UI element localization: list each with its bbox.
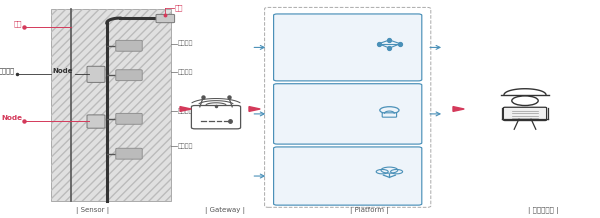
Text: Secure
identity: Secure identity bbox=[284, 91, 314, 112]
FancyBboxPatch shape bbox=[116, 148, 142, 159]
Text: Connect: Connect bbox=[376, 69, 403, 74]
FancyBboxPatch shape bbox=[116, 113, 142, 124]
Text: | Gateway |: | Gateway | bbox=[205, 207, 245, 214]
Text: 하부센서: 하부센서 bbox=[178, 144, 194, 149]
Text: | Platform |: | Platform | bbox=[350, 207, 388, 214]
FancyBboxPatch shape bbox=[274, 147, 422, 205]
FancyBboxPatch shape bbox=[274, 84, 422, 144]
FancyBboxPatch shape bbox=[116, 70, 142, 81]
Text: 외부센서: 외부센서 bbox=[178, 41, 194, 46]
Text: 센서: 센서 bbox=[175, 5, 183, 11]
Text: Node: Node bbox=[1, 115, 22, 121]
Text: Provision: Provision bbox=[375, 132, 404, 137]
FancyBboxPatch shape bbox=[503, 107, 547, 121]
Polygon shape bbox=[249, 107, 260, 111]
Text: 중부센서: 중부센서 bbox=[178, 108, 194, 114]
Text: Device
management: Device management bbox=[284, 154, 335, 175]
FancyBboxPatch shape bbox=[87, 115, 105, 128]
Text: 콘크리트: 콘크리트 bbox=[0, 67, 15, 74]
FancyBboxPatch shape bbox=[156, 14, 175, 23]
Text: 상부센서: 상부센서 bbox=[178, 70, 194, 75]
FancyBboxPatch shape bbox=[116, 40, 142, 51]
FancyBboxPatch shape bbox=[274, 14, 422, 81]
Text: Device
connectivity: Device connectivity bbox=[284, 21, 331, 42]
Text: 철근: 철근 bbox=[14, 20, 22, 27]
Polygon shape bbox=[504, 89, 546, 95]
Text: Node: Node bbox=[53, 68, 73, 74]
FancyBboxPatch shape bbox=[191, 106, 241, 129]
Polygon shape bbox=[180, 107, 191, 111]
Text: | 현장담당자 |: | 현장담당자 | bbox=[528, 207, 558, 214]
Circle shape bbox=[512, 96, 538, 106]
FancyBboxPatch shape bbox=[382, 113, 397, 117]
Text: Update: Update bbox=[378, 193, 401, 198]
Text: | Sensor |: | Sensor | bbox=[76, 207, 110, 214]
FancyBboxPatch shape bbox=[87, 66, 105, 82]
FancyBboxPatch shape bbox=[51, 9, 171, 201]
Polygon shape bbox=[453, 107, 464, 111]
